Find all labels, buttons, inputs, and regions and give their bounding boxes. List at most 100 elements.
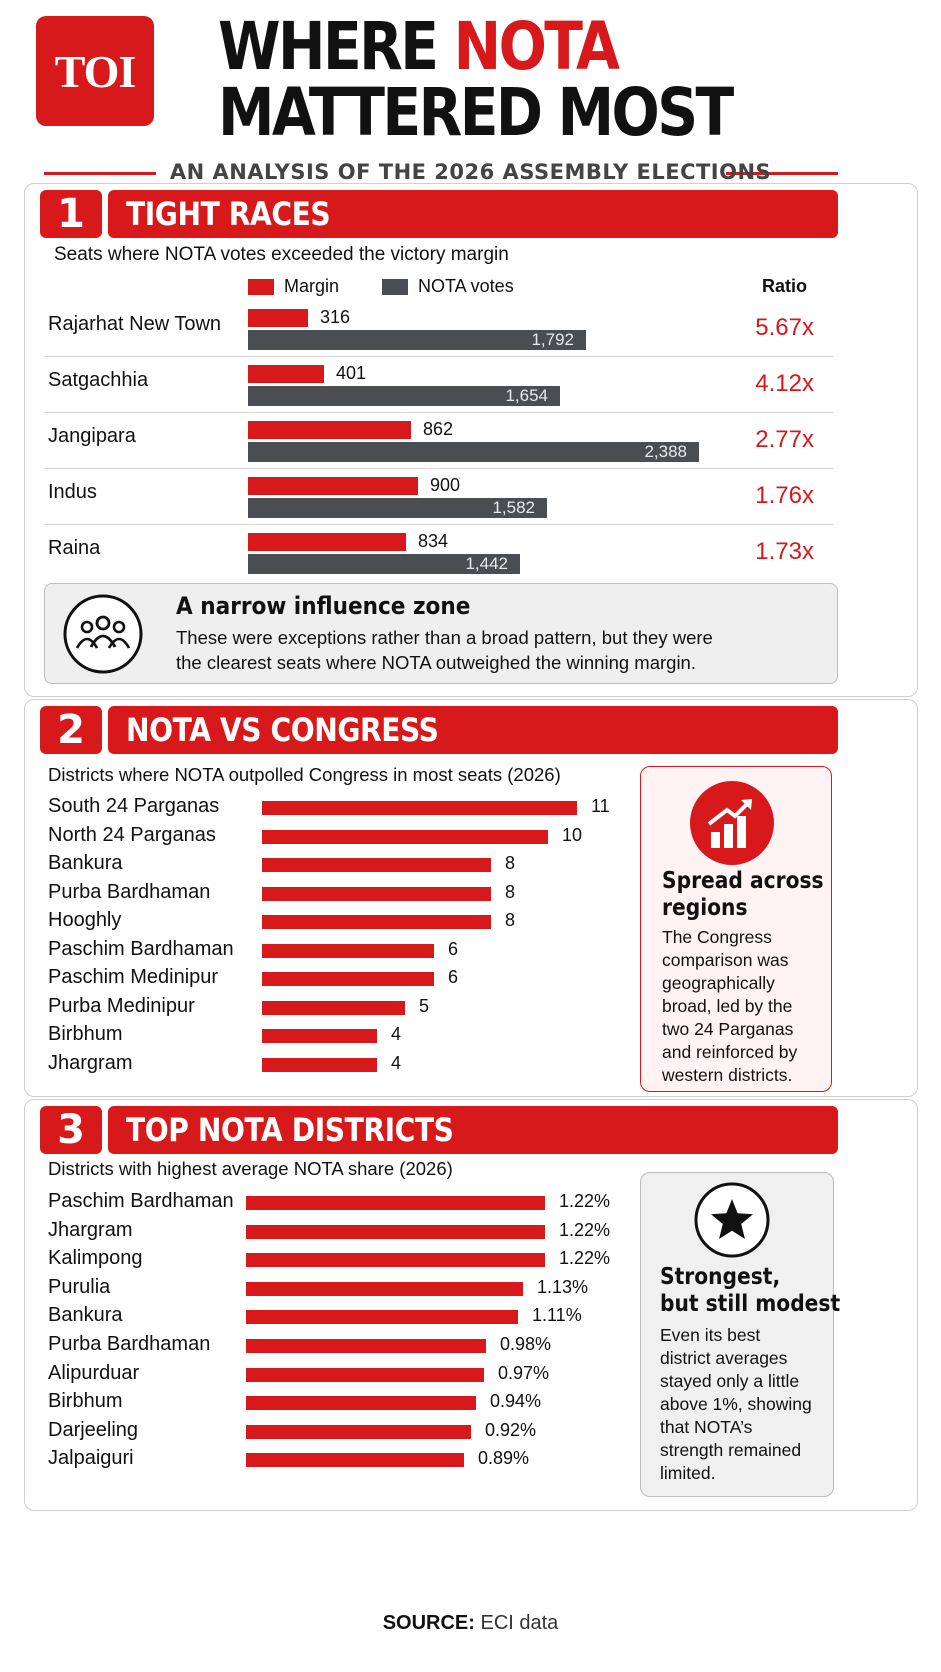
seat-label: Jangipara bbox=[48, 425, 136, 447]
top-nota-districts-chart: Paschim Bardhaman 1.22% Jhargram 1.22% Kalim… bbox=[48, 1190, 611, 1469]
title-line-2: MATTERED MOST bbox=[218, 74, 734, 151]
district-bar bbox=[246, 1367, 484, 1382]
side-2-title-2: regions bbox=[662, 895, 748, 921]
district-value: 1.13% bbox=[537, 1276, 589, 1297]
district-value: 1.22% bbox=[559, 1248, 611, 1269]
side-3-text-line: stayed only a little bbox=[660, 1371, 800, 1391]
district-value: 8 bbox=[505, 910, 516, 930]
district-label: Paschim Bardhaman bbox=[48, 937, 234, 960]
district-label: Purba Medinipur bbox=[48, 994, 195, 1017]
side-2-text-line: and reinforced by bbox=[662, 1042, 798, 1062]
title-where: WHERE bbox=[218, 8, 454, 85]
district-label: Purulia bbox=[48, 1275, 111, 1298]
district-bar bbox=[246, 1310, 518, 1325]
district-label: Bankura bbox=[48, 852, 123, 874]
margin-bar bbox=[248, 477, 418, 495]
district-bar bbox=[262, 1029, 377, 1043]
side-3-title-1: Strongest, bbox=[660, 1264, 781, 1290]
row-divider bbox=[44, 468, 834, 469]
district-value: 0.94% bbox=[490, 1391, 542, 1412]
subtitle-rule-left bbox=[44, 172, 156, 175]
district-value: 6 bbox=[448, 938, 459, 959]
district-label: South 24 Parganas bbox=[48, 795, 220, 817]
section-2-side-title: Spread across regions bbox=[662, 868, 824, 922]
section-1-banner: TIGHT RACES bbox=[108, 190, 838, 238]
district-value: 1.11% bbox=[532, 1305, 582, 1326]
district-bar bbox=[262, 858, 491, 872]
side-2-text-line: broad, led by the bbox=[662, 996, 793, 1016]
district-value: 5 bbox=[419, 995, 430, 1016]
section-2-heading: NOTA VS CONGRESS bbox=[126, 711, 439, 749]
subtitle: AN ANALYSIS OF THE 2026 ASSEMBLY ELECTIO… bbox=[169, 160, 772, 184]
district-label: Kalimpong bbox=[48, 1247, 143, 1270]
district-bar bbox=[262, 972, 434, 986]
growth-chart-icon bbox=[689, 780, 775, 866]
district-label: Paschim Bardhaman bbox=[48, 1190, 234, 1212]
district-bar bbox=[262, 829, 548, 844]
ratio-value: 2.77x bbox=[755, 426, 814, 453]
margin-value: 316 bbox=[320, 307, 351, 327]
margin-value: 834 bbox=[418, 531, 449, 551]
people-group-icon bbox=[62, 593, 144, 675]
district-value: 0.98% bbox=[500, 1334, 552, 1354]
star-icon bbox=[693, 1181, 771, 1259]
section-2-side-text: The Congress comparison was geographically… bbox=[662, 926, 797, 1087]
section-2-caption: Districts where NOTA outpolled Congress … bbox=[48, 764, 561, 785]
side-3-text-line: strength remained bbox=[660, 1440, 802, 1460]
district-label: Hooghly bbox=[48, 909, 122, 931]
side-3-text-line: district averages bbox=[660, 1348, 788, 1368]
nota-value: 1,442 bbox=[465, 554, 508, 573]
district-value: 10 bbox=[562, 824, 583, 845]
nota-value: 1,582 bbox=[492, 498, 535, 517]
nota-bar bbox=[248, 386, 560, 406]
district-label: Purba Bardhaman bbox=[48, 1333, 211, 1355]
section-1-heading: TIGHT RACES bbox=[126, 195, 331, 233]
title-line-1: WHERE NOTA bbox=[218, 14, 620, 80]
side-3-text-line: above 1%, showing bbox=[660, 1394, 812, 1414]
seat-label: Indus bbox=[48, 481, 97, 503]
side-2-text-line: western districts. bbox=[662, 1065, 793, 1085]
seat-label: Raina bbox=[48, 537, 101, 559]
district-value: 1.22% bbox=[559, 1191, 611, 1211]
district-bar bbox=[246, 1453, 464, 1468]
note-title: A narrow influence zone bbox=[176, 592, 471, 620]
nota-bar bbox=[248, 442, 699, 462]
margin-value: 401 bbox=[336, 363, 367, 383]
district-bar bbox=[246, 1281, 523, 1296]
seat-label: Satgachhia bbox=[48, 369, 149, 391]
margin-bar bbox=[248, 365, 324, 383]
margin-bar bbox=[248, 533, 406, 551]
nota-bar bbox=[248, 554, 520, 574]
nota-value: 1,792 bbox=[531, 330, 574, 349]
ratio-value: 5.67x bbox=[755, 314, 814, 341]
district-bar bbox=[246, 1339, 486, 1353]
ratio-header: Ratio bbox=[762, 276, 807, 296]
district-value: 6 bbox=[448, 967, 459, 987]
district-label: Purba Bardhaman bbox=[48, 880, 211, 903]
row-divider bbox=[44, 356, 834, 357]
district-value: 0.89% bbox=[478, 1448, 530, 1469]
source-text: ECI data bbox=[474, 1612, 559, 1634]
source-label: SOURCE: bbox=[382, 1612, 475, 1634]
district-bar bbox=[246, 1253, 545, 1268]
source-line: SOURCE: ECI data bbox=[0, 1612, 941, 1635]
side-2-title-1: Spread across bbox=[662, 868, 824, 894]
side-3-text-line: that NOTA’s bbox=[660, 1417, 753, 1437]
section-3-heading: TOP NOTA DISTRICTS bbox=[126, 1111, 454, 1149]
seat-label: Rajarhat New Town bbox=[48, 313, 222, 335]
district-value: 8 bbox=[505, 853, 516, 873]
margin-value: 900 bbox=[430, 475, 461, 495]
ratio-value: 1.73x bbox=[755, 538, 814, 565]
section-2-banner: NOTA VS CONGRESS bbox=[108, 706, 838, 754]
district-bar bbox=[246, 1196, 545, 1210]
district-bar bbox=[262, 801, 577, 815]
nota-bar bbox=[248, 498, 547, 518]
district-label: Birbhum bbox=[48, 1023, 123, 1045]
district-bar bbox=[262, 886, 491, 901]
district-bar bbox=[246, 1224, 545, 1239]
side-3-title-2: but still modest bbox=[660, 1291, 841, 1317]
district-bar bbox=[262, 1000, 405, 1015]
section-3-side-title: Strongest, but still modest bbox=[660, 1264, 840, 1318]
row-divider bbox=[44, 412, 834, 413]
margin-bar bbox=[248, 309, 308, 327]
